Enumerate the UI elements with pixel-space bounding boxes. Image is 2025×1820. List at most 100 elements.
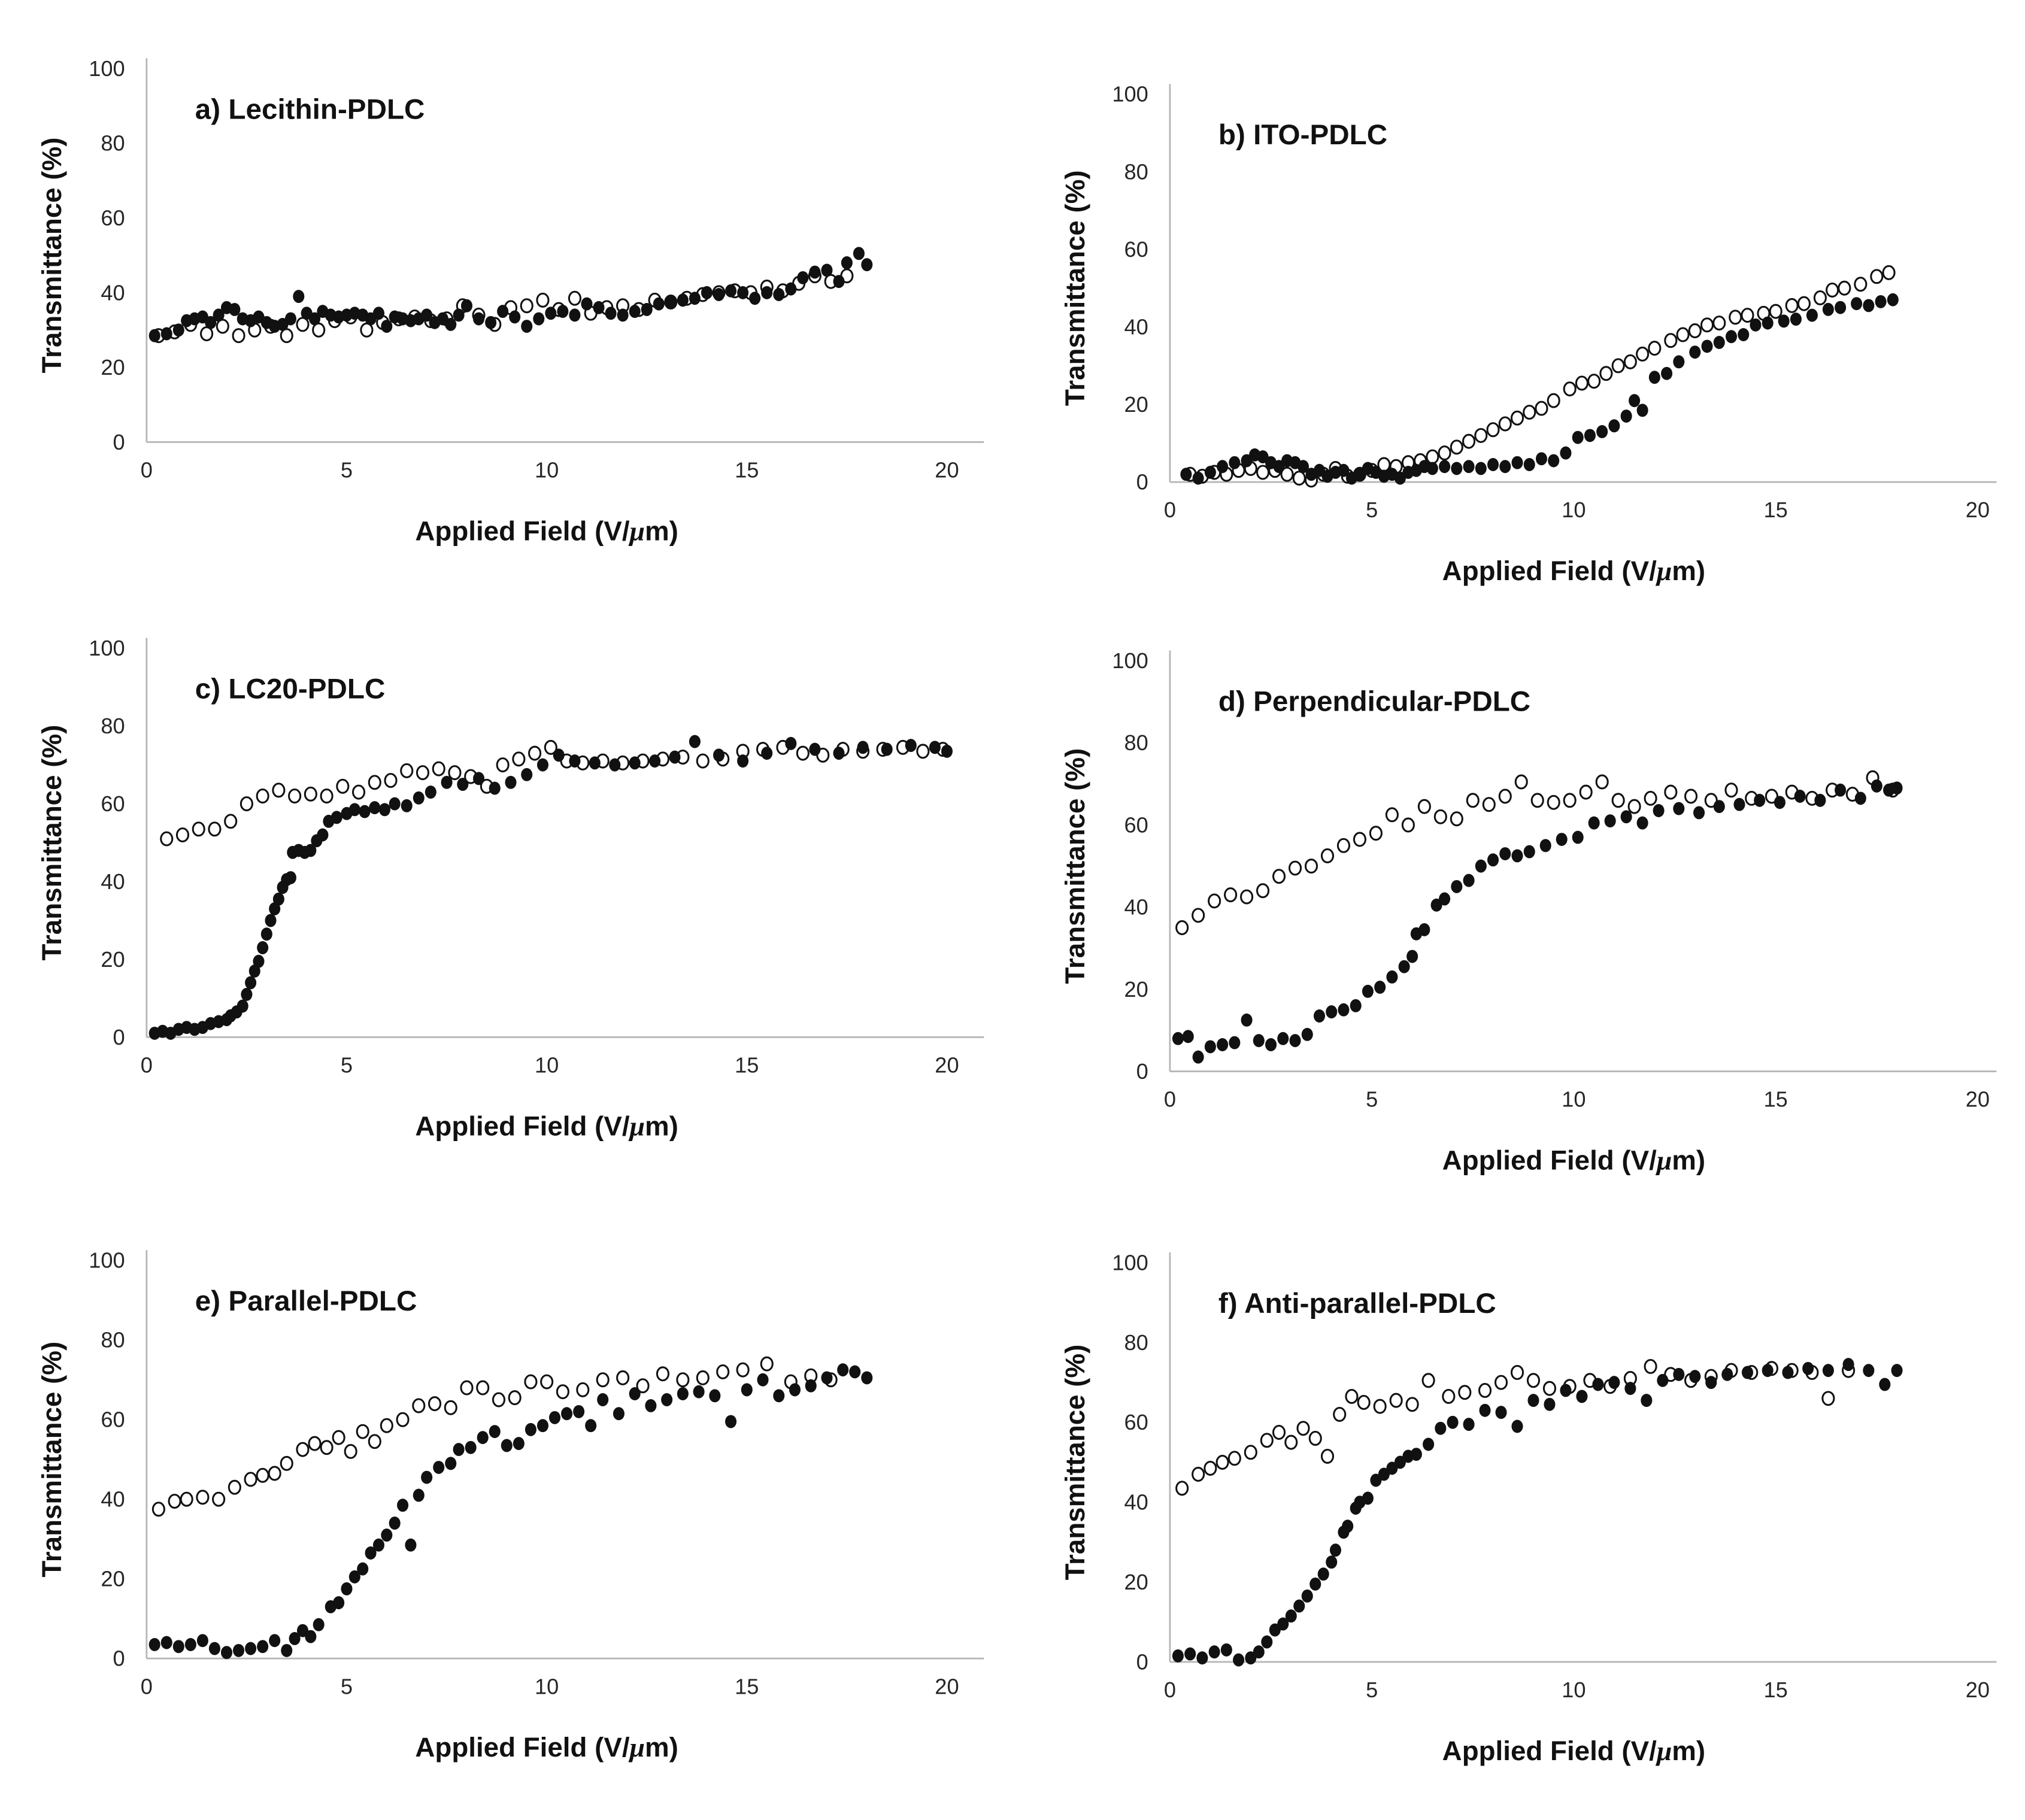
data-point [581,297,593,311]
data-point [881,742,893,756]
chart-svg: 0 20 40 60 80 100 0 5 10 15 20 d) Perpendicular-PDL… [1060,648,1997,1175]
data-point [1386,970,1398,984]
chart-svg: 0 20 40 60 80 100 0 5 10 15 20 e) Parallel-PDLC Appl… [37,1248,984,1763]
data-point [1542,1381,1557,1396]
data-point [368,775,381,790]
data-point [716,1364,730,1379]
data-point [1588,816,1600,830]
data-point [432,761,445,776]
data-point [1256,883,1270,899]
data-point [941,744,953,758]
data-point [1405,1397,1419,1412]
y-tick-label: 80 [101,714,125,738]
data-point [617,308,629,322]
y-tick-label: 40 [1124,895,1148,920]
data-point [536,1419,548,1433]
data-point [1320,848,1335,863]
data-point [1309,1577,1321,1591]
data-point [317,828,329,842]
y-axis-title: Transmittance (%) [37,138,67,374]
data-point [1482,797,1496,812]
data-point [233,1643,245,1657]
data-point [773,288,785,301]
data-point [1620,810,1632,824]
data-point [665,295,677,309]
data-point [496,757,510,773]
data-point [1584,429,1596,442]
data-point [1713,800,1725,814]
y-tick-label: 0 [113,430,125,454]
data-point [184,1637,196,1651]
data-point [609,758,621,772]
x-tick-label: 20 [1966,1087,1990,1112]
data-point [1863,1364,1875,1378]
data-point [378,803,391,817]
data-point [1648,341,1662,356]
data-point [160,831,174,847]
data-point [465,1440,477,1454]
data-point [348,803,360,817]
data-point [861,258,873,272]
data-point [736,1362,750,1378]
y-tick-label: 40 [1124,1490,1148,1515]
data-point [1486,422,1500,438]
x-axis-title-prefix: Applied Field (V/ [415,515,629,546]
data-point [1560,1384,1572,1397]
data-point [1240,889,1254,905]
data-point [1458,1385,1472,1400]
data-point [351,784,366,800]
data-point [453,308,465,322]
data-point [1462,433,1476,449]
data-point [212,1491,226,1507]
data-point [1269,1623,1281,1637]
data-point [1256,465,1270,480]
data-point [444,1400,457,1415]
data-point [629,1387,641,1400]
x-axis-title: Applied Field (V/μm) [415,1732,678,1763]
x-tick-label: 20 [935,458,959,483]
x-axis-title-mu: μ [629,515,645,546]
data-point [1870,269,1884,284]
data-point [1495,1406,1507,1419]
data-point [320,1440,334,1455]
data-point [405,1538,417,1552]
y-axis-title: Transmittance (%) [1060,1345,1090,1581]
x-axis-title: Applied Field (V/μm) [1442,556,1705,586]
y-axis-title: Transmittance (%) [37,725,67,961]
x-axis-title-prefix: Applied Field (V/ [415,1111,629,1141]
data-point [536,758,548,772]
data-point [445,1457,457,1470]
x-axis-title-suffix: m) [645,515,678,546]
data-point [1410,1448,1422,1461]
data-point [288,788,302,804]
data-point [224,814,238,829]
data-point [656,1366,670,1382]
y-axis-title: Transmittance (%) [1060,170,1090,406]
data-point [400,763,414,778]
data-point [1806,308,1818,322]
data-point [272,782,286,798]
data-point [1499,847,1511,860]
y-tick-label: 100 [1112,82,1148,107]
data-point [1292,471,1306,486]
data-point [372,307,384,320]
data-point [341,1582,353,1595]
x-tick-label: 5 [341,1674,353,1698]
data-point [372,1538,384,1552]
data-point [629,756,641,770]
data-point [1373,1399,1387,1414]
x-tick-label: 5 [341,1052,353,1077]
data-point [533,312,545,326]
data-point [1220,1643,1232,1657]
data-point [576,1382,590,1397]
data-point [396,1412,410,1427]
data-point [1838,280,1851,296]
data-point [1539,839,1551,853]
data-point [1261,1635,1273,1649]
data-point [1320,1449,1335,1464]
data-point [741,1383,753,1397]
data-point [1572,830,1584,844]
y-tick-label: 100 [1112,648,1148,673]
data-point [509,310,521,324]
